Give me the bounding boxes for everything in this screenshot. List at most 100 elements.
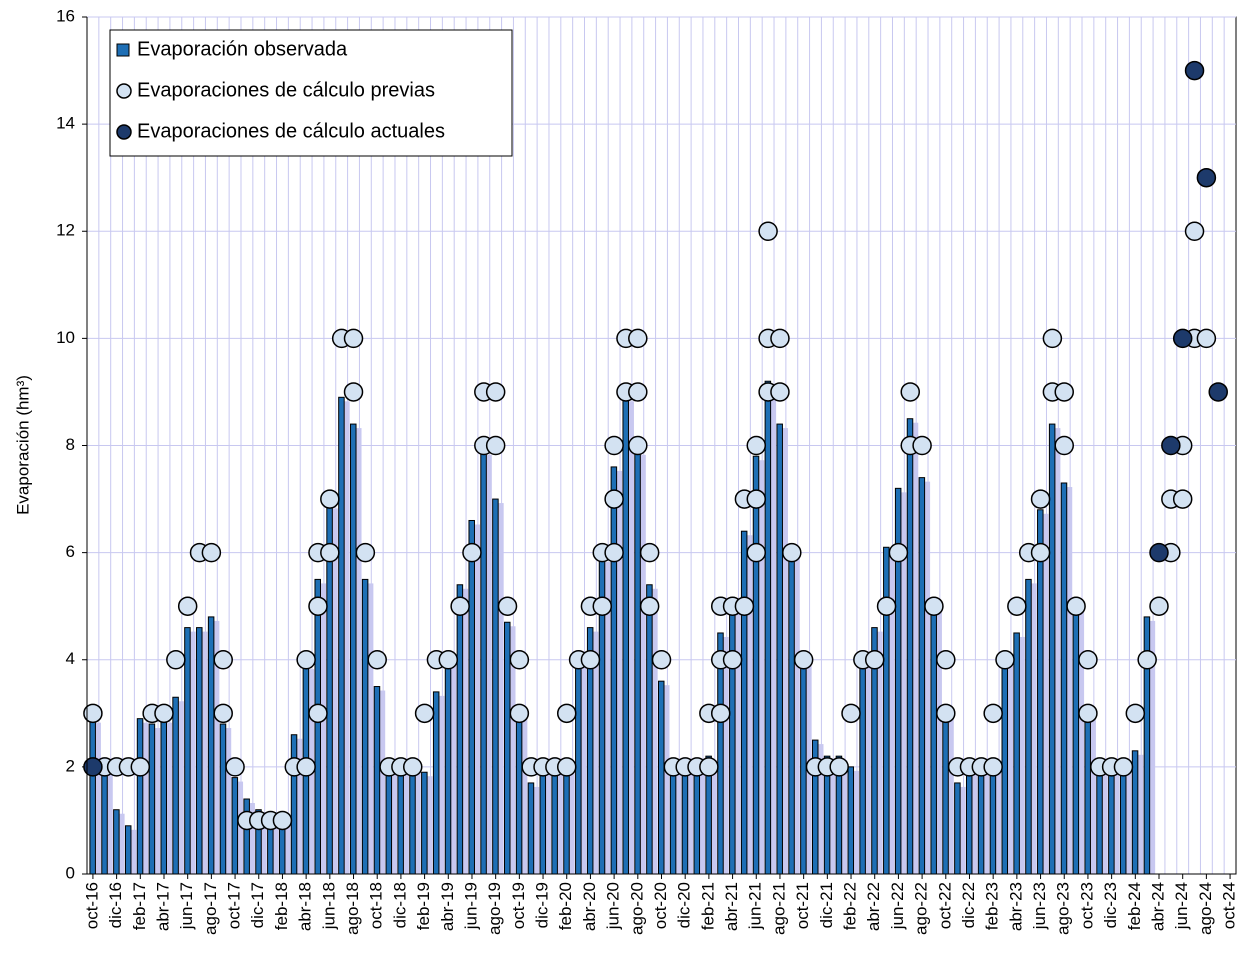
bar-shadow — [391, 770, 398, 874]
bar — [385, 766, 393, 875]
point — [1078, 650, 1098, 670]
bar — [207, 616, 215, 875]
bar-shadow — [426, 776, 433, 874]
x-tick-label: oct-22 — [935, 882, 954, 929]
bar-shadow — [1137, 754, 1144, 874]
bar-shadow — [1149, 620, 1156, 874]
bar-shadow — [213, 620, 220, 874]
x-tick-label: abr-20 — [580, 882, 599, 931]
point — [497, 596, 518, 616]
bar — [906, 418, 914, 875]
bar — [563, 766, 570, 875]
point — [296, 757, 316, 777]
point — [592, 596, 613, 616]
bar — [113, 809, 120, 875]
bar-shadow — [1125, 770, 1132, 874]
point — [936, 650, 956, 670]
bar-shadow — [817, 744, 824, 874]
bar-shadow — [935, 610, 942, 874]
point — [83, 703, 103, 724]
bar — [1037, 509, 1044, 875]
bar-shadow — [106, 770, 113, 874]
x-tick-label: feb-21 — [698, 882, 717, 930]
bar — [231, 777, 239, 875]
bar-shadow — [485, 454, 492, 874]
point — [746, 489, 767, 509]
bar-shadow — [995, 770, 1002, 874]
bar — [646, 584, 653, 875]
bar-shadow — [367, 583, 374, 874]
y-tick-label: 2 — [66, 756, 75, 775]
point — [924, 596, 944, 616]
bar-shadow — [154, 728, 161, 874]
bar — [1025, 578, 1032, 875]
bar — [989, 766, 997, 875]
bar-shadow — [201, 631, 208, 874]
bar — [409, 766, 416, 875]
bar-shadow — [793, 556, 800, 874]
y-tick-label: 14 — [56, 114, 75, 133]
bar-shadow — [473, 524, 480, 874]
bar — [124, 825, 132, 875]
bar-shadow — [1101, 770, 1108, 874]
x-tick-label: oct-20 — [651, 882, 670, 929]
point — [355, 542, 376, 563]
bar-shadow — [781, 428, 788, 874]
bar-shadow — [545, 770, 552, 874]
bar-shadow — [331, 508, 338, 874]
point — [912, 435, 932, 456]
point — [485, 382, 506, 402]
point — [1172, 328, 1193, 349]
bar-shadow — [379, 690, 386, 874]
point — [722, 650, 743, 670]
point — [888, 542, 909, 563]
point — [782, 542, 802, 563]
point — [604, 435, 624, 456]
bar — [883, 546, 890, 875]
point — [83, 757, 103, 777]
point — [900, 382, 921, 402]
bar-shadow — [438, 695, 445, 874]
y-tick-label: 4 — [66, 649, 75, 668]
point — [746, 435, 767, 456]
point — [639, 596, 660, 616]
bar-shadow — [663, 685, 670, 874]
y-tick-label: 16 — [56, 6, 75, 25]
point — [1161, 435, 1181, 456]
point — [177, 596, 198, 616]
point — [1196, 328, 1217, 349]
point — [734, 596, 755, 616]
point — [1054, 435, 1074, 456]
bar-shadow — [699, 770, 706, 874]
bar-shadow — [627, 401, 634, 874]
bar-shadow — [355, 428, 362, 874]
x-tick-label: abr-17 — [153, 882, 172, 931]
legend-swatch — [116, 124, 132, 140]
bar — [764, 380, 772, 875]
y-axis-label: Evaporación (hm³) — [13, 375, 32, 515]
bar-shadow — [142, 722, 149, 874]
point — [166, 650, 186, 670]
point — [367, 650, 387, 670]
x-tick-label: feb-23 — [983, 882, 1002, 930]
bar-shadow — [237, 781, 244, 874]
x-tick-label: dic-22 — [959, 882, 978, 928]
x-tick-label: ago-24 — [1196, 882, 1215, 935]
bar — [658, 680, 665, 875]
x-tick-label: ago-22 — [912, 882, 931, 935]
x-tick-label: jun-20 — [604, 882, 623, 930]
x-tick-label: abr-23 — [1006, 882, 1025, 931]
bar — [361, 578, 369, 875]
bar-shadow — [1078, 610, 1085, 874]
point — [1078, 703, 1098, 724]
x-tick-label: jun-17 — [177, 882, 196, 930]
x-tick-label: dic-17 — [248, 882, 267, 928]
point — [272, 810, 293, 831]
bar-shadow — [1042, 513, 1049, 874]
bar — [954, 782, 961, 875]
x-tick-label: abr-19 — [438, 882, 457, 931]
bar — [1131, 750, 1139, 875]
bar — [776, 423, 783, 875]
bar — [421, 771, 428, 875]
bar-shadow — [343, 401, 350, 874]
